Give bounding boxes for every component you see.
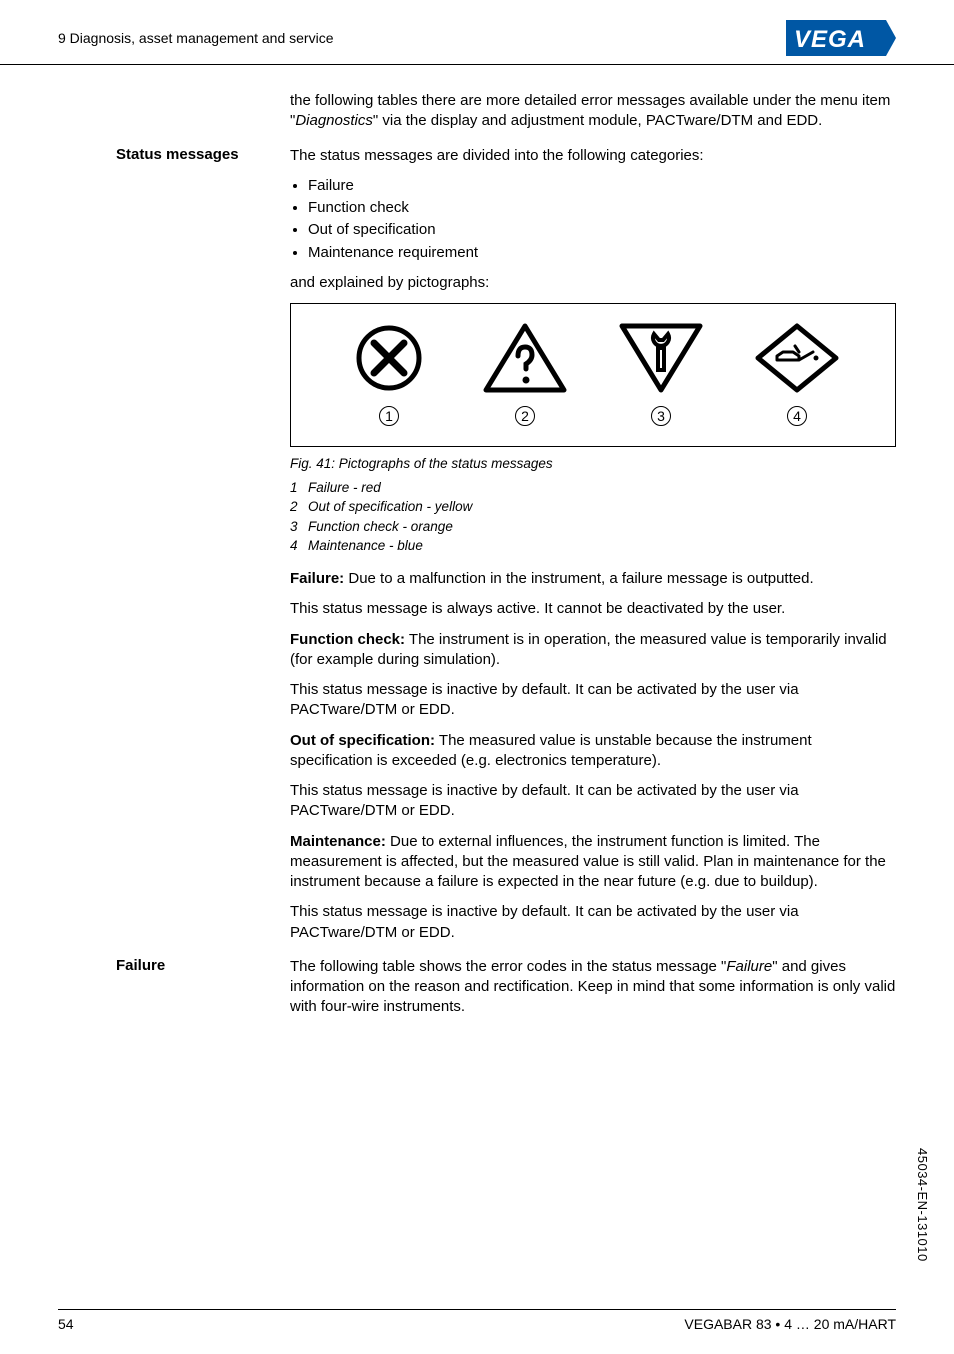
failure-section-label: Failure — [116, 957, 316, 974]
bullet-out-of-spec: Out of specification — [308, 220, 896, 240]
intro-block: the following tables there are more deta… — [290, 91, 896, 132]
document-code-vertical: 45034-EN-131010 — [915, 1148, 930, 1262]
page-number: 54 — [58, 1316, 74, 1332]
question-triangle-icon — [480, 320, 570, 396]
product-name: VEGABAR 83 • 4 … 20 mA/HART — [684, 1316, 896, 1332]
picto-maintenance: 4 — [752, 320, 842, 426]
picto-failure: 1 — [344, 320, 434, 426]
status-messages-label: Status messages — [116, 146, 316, 163]
func-desc: Function check: The instrument is in ope… — [290, 630, 896, 671]
picto-num-4: 4 — [787, 406, 807, 426]
status-lead: The status messages are divided into the… — [290, 146, 896, 166]
picto-out-of-spec: 2 — [480, 320, 570, 426]
intro-paragraph: the following tables there are more deta… — [290, 91, 896, 132]
oilcan-diamond-icon — [752, 320, 842, 396]
svg-text:VEGA: VEGA — [794, 26, 866, 53]
bullet-maintenance: Maintenance requirement — [308, 243, 896, 263]
legend-4: 4Maintenance - blue — [290, 537, 896, 555]
maint-desc-2: This status message is inactive by defau… — [290, 902, 896, 943]
oos-desc-2: This status message is inactive by defau… — [290, 781, 896, 822]
figure-caption: Fig. 41: Pictographs of the status messa… — [290, 455, 896, 473]
legend-1: 1Failure - red — [290, 479, 896, 497]
page-content: the following tables there are more deta… — [0, 65, 954, 1018]
legend-3: 3Function check - orange — [290, 518, 896, 536]
func-desc-2: This status message is inactive by defau… — [290, 680, 896, 721]
pictograph-figure: 1 2 3 — [290, 303, 896, 447]
header-section-text: 9 Diagnosis, asset management and servic… — [58, 30, 333, 46]
failure-section-text: The following table shows the error code… — [290, 957, 896, 1018]
maint-desc: Maintenance: Due to external influences,… — [290, 832, 896, 893]
failure-desc: Failure: Due to a malfunction in the ins… — [290, 569, 896, 589]
oos-desc: Out of specification: The measured value… — [290, 731, 896, 772]
picto-num-3: 3 — [651, 406, 671, 426]
page-header: 9 Diagnosis, asset management and servic… — [0, 0, 954, 65]
failure-section-body: The following table shows the error code… — [290, 957, 896, 1018]
vega-logo: VEGA — [786, 20, 896, 56]
failure-desc-2: This status message is always active. It… — [290, 599, 896, 619]
failure-icon — [344, 320, 434, 396]
picto-num-2: 2 — [515, 406, 535, 426]
legend-2: 2Out of specification - yellow — [290, 498, 896, 516]
status-bullets: Failure Function check Out of specificat… — [308, 176, 896, 263]
picto-function-check: 3 — [616, 320, 706, 426]
wrench-triangle-icon — [616, 320, 706, 396]
page-footer: 54 VEGABAR 83 • 4 … 20 mA/HART — [58, 1309, 896, 1332]
picto-num-1: 1 — [379, 406, 399, 426]
status-explained: and explained by pictographs: — [290, 273, 896, 293]
figure-legend: 1Failure - red 2Out of specification - y… — [290, 479, 896, 555]
bullet-failure: Failure — [308, 176, 896, 196]
status-messages-body: The status messages are divided into the… — [290, 146, 896, 943]
bullet-function-check: Function check — [308, 198, 896, 218]
